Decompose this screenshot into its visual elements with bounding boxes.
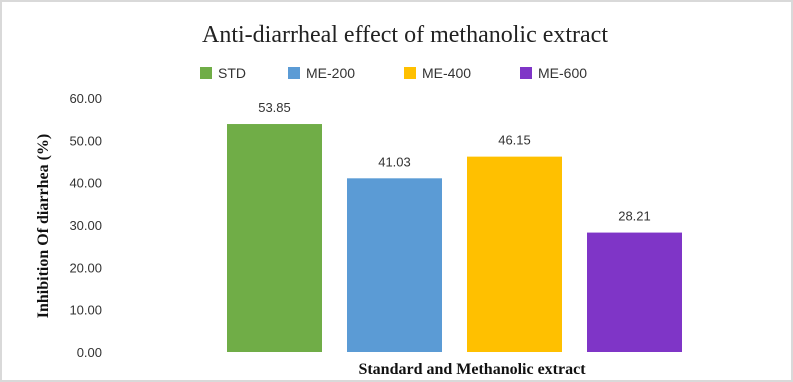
y-tick-label: 0.00 bbox=[77, 345, 102, 360]
x-axis-label: Standard and Methanolic extract bbox=[358, 361, 586, 378]
legend-label-me-400: ME-400 bbox=[422, 65, 471, 81]
chart-title: Anti-diarrheal effect of methanolic extr… bbox=[202, 22, 608, 48]
data-label-me-200: 41.03 bbox=[378, 154, 411, 169]
legend-label-std: STD bbox=[218, 65, 246, 81]
y-tick-label: 40.00 bbox=[69, 176, 102, 191]
legend-swatch-me-400 bbox=[404, 67, 416, 79]
bar-me-400 bbox=[467, 156, 562, 352]
data-labels: 53.85 41.03 46.15 28.21 bbox=[258, 100, 651, 224]
y-tick-label: 30.00 bbox=[69, 218, 102, 233]
bar-me-600 bbox=[587, 232, 682, 352]
y-axis-ticks: 0.00 10.00 20.00 30.00 40.00 50.00 60.00 bbox=[69, 91, 102, 360]
legend-label-me-600: ME-600 bbox=[538, 65, 587, 81]
y-tick-label: 20.00 bbox=[69, 260, 102, 275]
data-label-me-400: 46.15 bbox=[498, 133, 531, 148]
legend-swatch-std bbox=[200, 67, 212, 79]
legend-swatch-me-200 bbox=[288, 67, 300, 79]
y-axis-label: Inhibition Of diarrhea (%) bbox=[35, 134, 52, 318]
legend: STD ME-200 ME-400 ME-600 bbox=[200, 65, 587, 81]
bars bbox=[227, 124, 682, 352]
legend-label-me-200: ME-200 bbox=[306, 65, 355, 81]
legend-swatch-me-600 bbox=[520, 67, 532, 79]
bar-std bbox=[227, 124, 322, 352]
bar-me-200 bbox=[347, 178, 442, 352]
y-tick-label: 60.00 bbox=[69, 91, 102, 106]
data-label-me-600: 28.21 bbox=[618, 209, 651, 224]
y-tick-label: 10.00 bbox=[69, 303, 102, 318]
y-tick-label: 50.00 bbox=[69, 133, 102, 148]
data-label-std: 53.85 bbox=[258, 100, 291, 115]
